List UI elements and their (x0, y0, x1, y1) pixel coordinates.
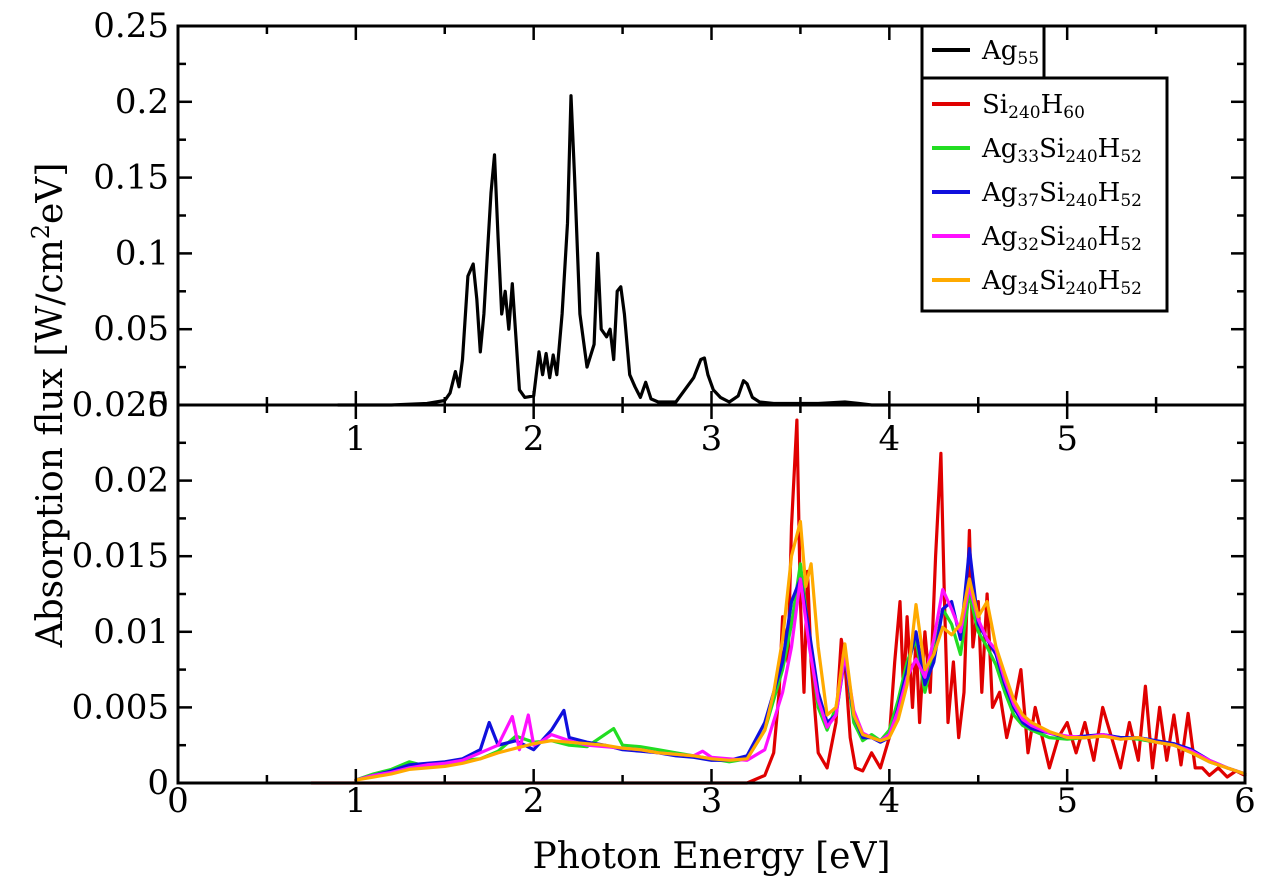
legend-label-part: 52 (1120, 147, 1142, 167)
y-tick-label: 0.02 (93, 461, 169, 501)
legend-label-part: H (1098, 222, 1121, 252)
x-tick-label: 0 (167, 781, 189, 821)
series-line-ag55 (336, 94, 891, 407)
x-tick-label: 5 (1056, 781, 1078, 821)
x-tick-label: 5 (1056, 419, 1078, 459)
legend-label-part: 33 (1017, 147, 1039, 167)
y-tick-label: 0.2 (115, 82, 169, 122)
legend-label-ag55: Ag55 (981, 36, 1039, 69)
legend-label-part: 240 (1065, 147, 1097, 167)
y-tick-label: 0 (147, 385, 169, 425)
legend-label-ag33si240h52: Ag33Si240H52 (981, 134, 1142, 167)
legend-label-part: 55 (1017, 49, 1039, 69)
legend-label-part: 52 (1120, 279, 1142, 299)
legend-label-part: 60 (1063, 103, 1085, 123)
y-tick-label: 0.25 (93, 6, 169, 46)
legend-label-part: Ag (981, 134, 1017, 164)
legend-label-part: H (1041, 90, 1064, 120)
x-tick-label: 4 (879, 419, 901, 459)
legend-top: Ag55 (920, 24, 1046, 80)
y-tick-label: 0.15 (93, 158, 169, 198)
legend-label-part: Si (982, 90, 1008, 120)
x-tick-label: 3 (701, 781, 723, 821)
legend-bottom: Si240H60Ag33Si240H52Ag37Si240H52Ag32Si24… (920, 76, 1169, 313)
legend-label-ag37si240h52: Ag37Si240H52 (981, 178, 1142, 211)
x-axis-title: Photon Energy [eV] (532, 836, 890, 877)
legend-label-part: H (1098, 178, 1121, 208)
x-tick-label: 2 (523, 781, 545, 821)
y-tick-label: 0.01 (93, 612, 169, 652)
legend-label-part: 240 (1065, 235, 1097, 255)
x-tick-label: 1 (345, 781, 367, 821)
legend-label-ag32si240h52: Ag32Si240H52 (981, 222, 1142, 255)
x-tick-label: 1 (345, 419, 367, 459)
legend-label-part: 37 (1017, 191, 1039, 211)
y-tick-label: 0.025 (72, 385, 169, 425)
y-axis-title-part: Absorption flux [W/cm (30, 239, 71, 648)
legend-label-part: 240 (1065, 279, 1097, 299)
y-axis-title-part: 2 (27, 224, 55, 239)
y-tick-label: 0.1 (115, 233, 169, 273)
legend-label-part: Si (1039, 222, 1065, 252)
legend-label-part: Si (1039, 266, 1065, 296)
legend-label-part: 34 (1017, 279, 1039, 299)
x-tick-label: 4 (879, 781, 901, 821)
y-tick-label: 0 (147, 763, 169, 803)
legend-box-bottom (920, 76, 1169, 313)
legend-label-part: H (1098, 134, 1121, 164)
legend-label-part: Si (1039, 134, 1065, 164)
legend-label-part: 240 (1008, 103, 1040, 123)
legend-label-part: 52 (1120, 235, 1142, 255)
legend-label-part: H (1098, 266, 1121, 296)
y-axis-title-part: eV] (30, 163, 71, 224)
series-line-si240h60 (309, 418, 1247, 785)
legend-label-part: Si (1039, 178, 1065, 208)
x-tick-label: 3 (701, 419, 723, 459)
legend-label-part: 32 (1017, 235, 1039, 255)
legend-label-part: Ag (981, 222, 1017, 252)
legend-label-part: Ag (981, 36, 1017, 66)
legend-label-ag34si240h52: Ag34Si240H52 (981, 266, 1142, 299)
y-axis-title: Absorption flux [W/cm2eV] (27, 163, 71, 649)
bottom-panel: 0 1 2 3 4 5 6 0 0.005 0.01 0.015 0.02 0.025 (72, 385, 1256, 821)
legend-label-part: Ag (981, 266, 1017, 296)
y-tick-label: 0.015 (72, 536, 169, 576)
legend-label-si240h60: Si240H60 (982, 90, 1085, 123)
y-tick-label: 0.005 (72, 687, 169, 727)
legend-label-part: 52 (1120, 191, 1142, 211)
x-tick-label: 2 (523, 419, 545, 459)
legend-label-part: 240 (1065, 191, 1097, 211)
series-line-ag32si240h52 (354, 577, 1247, 782)
x-tick-label: 6 (1234, 781, 1256, 821)
legend-label-part: Ag (981, 178, 1017, 208)
series-line-ag34si240h52 (354, 519, 1247, 782)
y-tick-label: 0.05 (93, 309, 169, 349)
